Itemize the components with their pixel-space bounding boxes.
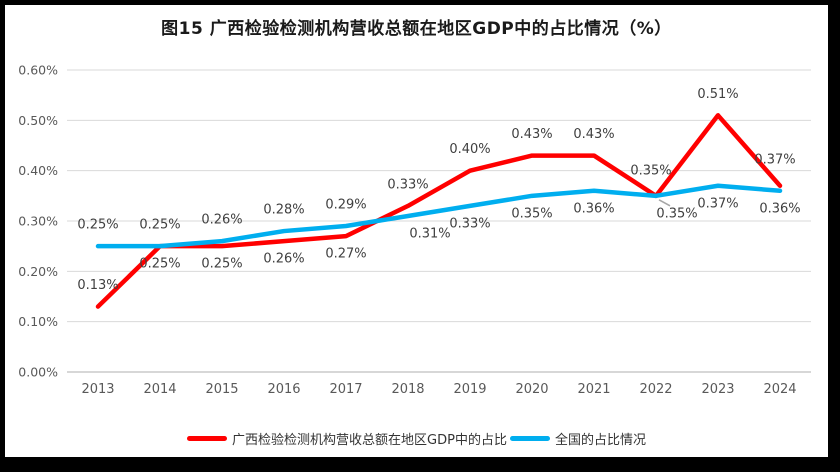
chart-title: 图15 广西检验检测机构营收总额在地区GDP中的占比情况（%） [161,19,672,39]
x-axis-label: 2013 [81,382,114,397]
legend-item-guangxi: 广西检验检测机构营收总额在地区GDP中的占比 [187,429,507,448]
series-line-national [95,183,783,249]
y-axis-label: 0.00% [18,365,58,380]
x-axis-label: 2016 [267,382,300,397]
data-label: 0.36% [759,201,800,216]
plot-area: 0.00% 0.10% 0.20% 0.30% 0.40% 0.50% 0.60% 2013 2… [18,63,811,397]
data-label: 0.36% [573,201,614,216]
data-label: 0.35% [656,206,697,221]
data-label: 0.33% [387,177,428,192]
data-label: 0.37% [697,196,738,211]
chart-canvas: 图15 广西检验检测机构营收总额在地区GDP中的占比情况（%） 0.00% 0.1… [5,5,828,457]
data-label: 0.35% [511,206,552,221]
leader-line [658,199,671,207]
y-axis-label: 0.60% [18,63,58,78]
legend: 广西检验检测机构营收总额在地区GDP中的占比 全国的占比情况 [5,429,828,448]
data-label: 0.33% [449,216,490,231]
x-axis-label: 2021 [577,382,610,397]
y-axis-label: 0.30% [18,214,58,229]
data-label: 0.37% [754,152,795,167]
data-label: 0.25% [139,218,180,233]
y-axis-label: 0.20% [18,264,58,279]
legend-label-guangxi: 广西检验检测机构营收总额在地区GDP中的占比 [232,433,507,448]
data-label: 0.51% [697,87,738,102]
data-label: 0.25% [77,218,118,233]
legend-swatch-guangxi-line [187,436,228,441]
y-axis-label: 0.50% [18,113,58,128]
x-axis-label: 2019 [453,382,486,397]
data-label: 0.25% [139,257,180,272]
x-axis-label: 2024 [763,382,796,397]
y-axis-label: 0.40% [18,163,58,178]
x-axis-label: 2023 [701,382,734,397]
data-label: 0.31% [409,226,450,241]
x-axis-label: 2020 [515,382,548,397]
data-label: 0.13% [77,278,118,293]
data-label: 0.25% [201,257,242,272]
legend-label-national: 全国的占比情况 [554,433,646,448]
legend-item-national: 全国的占比情况 [509,429,646,448]
data-label: 0.43% [511,127,552,142]
y-axis-label: 0.10% [18,314,58,329]
data-label: 0.35% [630,163,671,178]
legend-swatch-national-line [509,436,550,441]
x-axis-label: 2017 [329,382,362,397]
x-axis-label: 2014 [143,382,176,397]
x-axis-label: 2022 [639,382,672,397]
data-label: 0.26% [263,252,304,267]
data-label: 0.26% [201,213,242,228]
data-label: 0.28% [263,203,304,218]
data-label: 0.40% [449,142,490,157]
x-axis-label: 2018 [391,382,424,397]
data-label: 0.43% [573,127,614,142]
data-label: 0.29% [325,198,366,213]
x-axis-label: 2015 [205,382,238,397]
data-label: 0.27% [325,247,366,262]
series-line-guangxi [95,113,783,309]
